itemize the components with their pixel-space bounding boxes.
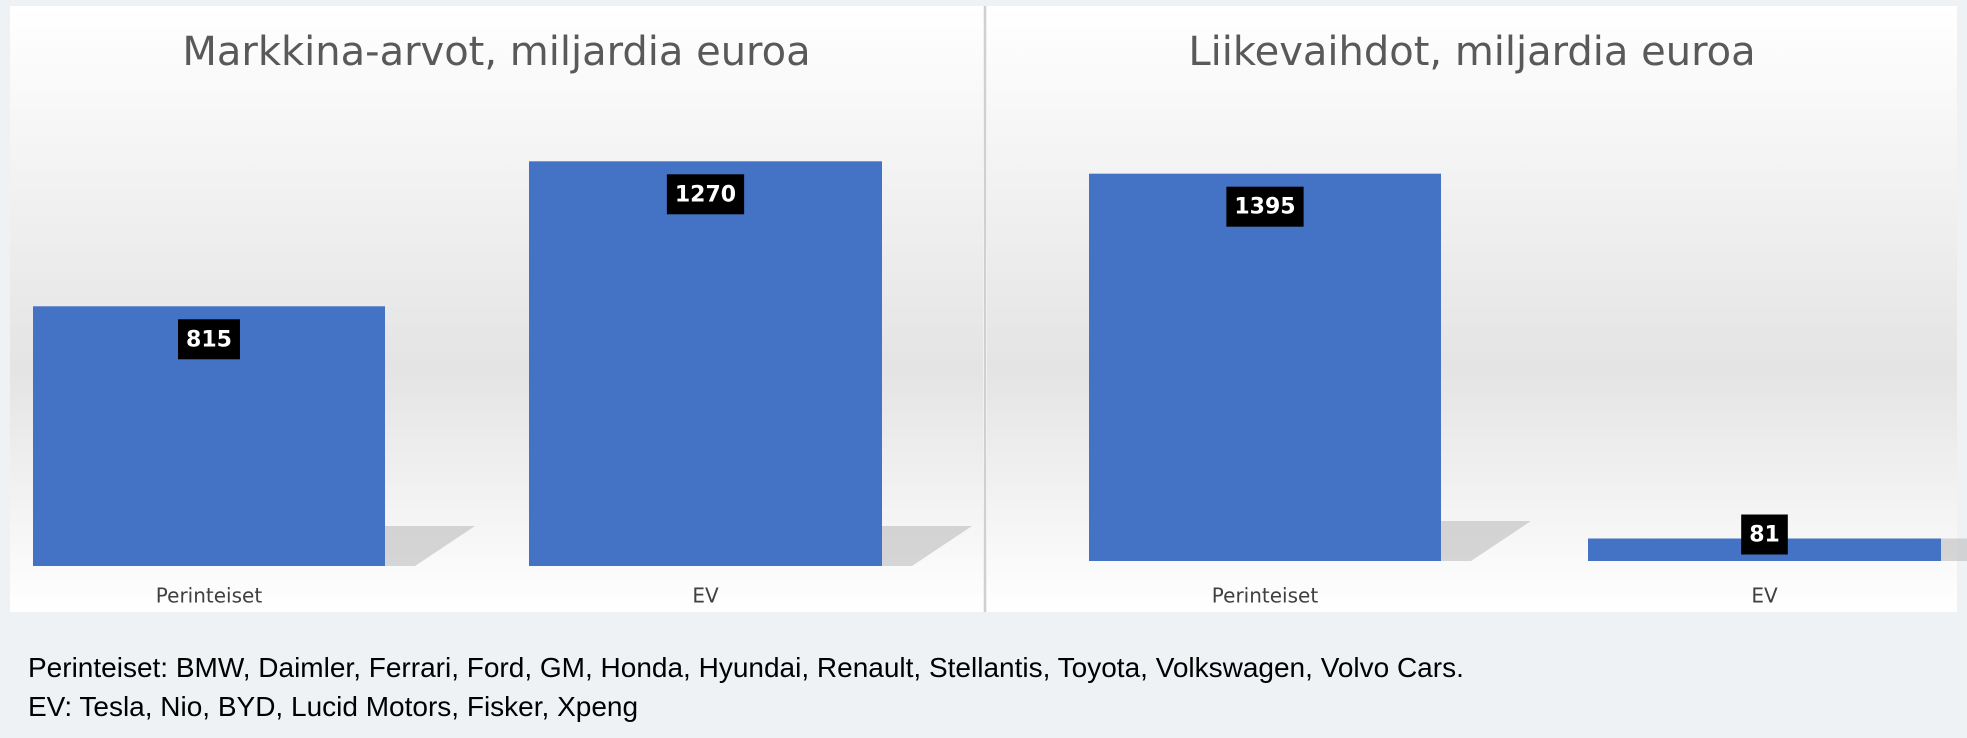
x-tick-label: Perinteiset xyxy=(156,584,263,608)
note: EV: Tesla, Nio, BYD, Lucid Motors, Fiske… xyxy=(28,691,638,722)
value-label-box xyxy=(666,174,745,215)
bar-shadow xyxy=(1441,521,1531,561)
x-tick-label: EV xyxy=(1751,584,1778,608)
chart-title: Markkina-arvot, miljardia euroa xyxy=(182,29,810,75)
note: Perinteiset: BMW, Daimler, Ferrari, Ford… xyxy=(28,652,1464,683)
value-label: 1270 xyxy=(675,182,736,207)
value-label-box xyxy=(1741,514,1788,555)
value-label-box xyxy=(178,319,240,360)
x-tick-label: Perinteiset xyxy=(1212,584,1319,608)
value-label: 81 xyxy=(1749,523,1780,548)
bar xyxy=(529,161,882,566)
bar-shadow xyxy=(1941,538,1967,561)
x-tick-label: EV xyxy=(692,584,719,608)
bar-shadow xyxy=(882,526,972,566)
chart-title: Liikevaihdot, miljardia euroa xyxy=(1188,29,1755,75)
bar-shadow xyxy=(385,526,475,566)
bar xyxy=(1089,173,1441,561)
value-label: 815 xyxy=(186,327,232,352)
value-label-box xyxy=(1226,186,1304,227)
value-label: 1395 xyxy=(1234,195,1295,220)
